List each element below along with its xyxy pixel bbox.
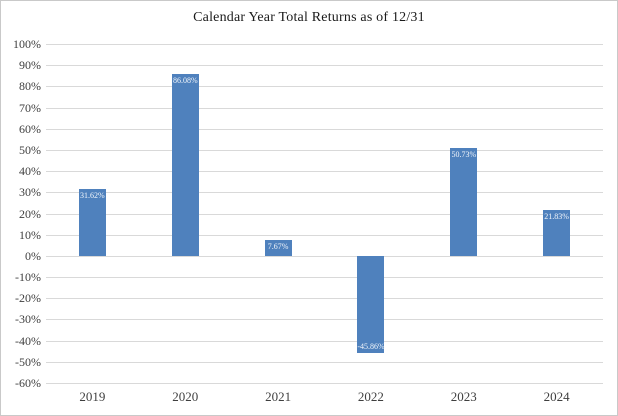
y-tick-label: -20% xyxy=(15,291,41,306)
bar-2021[interactable]: 7.67% xyxy=(264,239,292,256)
gridline xyxy=(46,255,603,257)
gridline xyxy=(46,361,603,363)
gridline xyxy=(46,44,603,45)
x-tick-label-2020: 2020 xyxy=(172,389,199,404)
bar-data-label: 50.73% xyxy=(451,150,477,160)
gridline xyxy=(46,192,603,194)
bar-2024[interactable]: 21.83% xyxy=(543,209,571,256)
y-tick-label: 40% xyxy=(19,164,41,179)
plot-area: 31.62% 86.08% 7.67% -45.86% 50.73% 21.83% xyxy=(46,44,603,384)
bar-2020[interactable]: 86.08% xyxy=(171,73,199,256)
y-tick-label: 0% xyxy=(25,248,41,263)
bar-2023[interactable]: 50.73% xyxy=(450,148,478,256)
y-tick-label: 60% xyxy=(19,121,41,136)
y-tick-label: 50% xyxy=(19,142,41,157)
gridline xyxy=(46,234,603,236)
y-tick-label: 20% xyxy=(19,206,41,221)
gridline xyxy=(46,213,603,215)
y-tick-label: 90% xyxy=(19,58,41,73)
bar-2022[interactable]: -45.86% xyxy=(357,255,385,354)
x-tick-label-2024: 2024 xyxy=(543,389,570,404)
y-tick-label: -60% xyxy=(15,376,41,390)
y-tick-label: -30% xyxy=(15,312,41,327)
gridline xyxy=(46,340,603,342)
x-tick-label-2022: 2022 xyxy=(357,389,384,404)
y-tick-label: 100% xyxy=(13,37,41,51)
bar-data-label: -45.86% xyxy=(357,342,385,352)
y-tick-label: 10% xyxy=(19,227,41,242)
y-tick-label: 30% xyxy=(19,185,41,200)
x-tick-label-2019: 2019 xyxy=(79,389,106,404)
chart-title: Calendar Year Total Returns as of 12/31 xyxy=(193,10,425,25)
y-tick-label: -50% xyxy=(15,354,41,369)
y-tick-label: -10% xyxy=(15,270,41,285)
gridline xyxy=(46,171,603,173)
gridline xyxy=(46,128,603,130)
y-tick-label: -40% xyxy=(15,333,41,348)
bar-data-label: 31.62% xyxy=(80,190,105,200)
gridline xyxy=(46,149,603,151)
bar-data-label: 7.67% xyxy=(267,241,289,251)
bar-data-label: 86.08% xyxy=(172,75,198,85)
gridline xyxy=(46,65,603,67)
bar-data-label: 21.83% xyxy=(544,211,569,221)
gridline xyxy=(46,107,603,109)
bar-2019[interactable]: 31.62% xyxy=(78,188,106,256)
gridline xyxy=(46,319,603,321)
gridline xyxy=(46,86,603,88)
x-tick-label-2023: 2023 xyxy=(450,389,477,404)
gridline xyxy=(46,277,603,279)
gridline xyxy=(46,298,603,300)
x-tick-label-2021: 2021 xyxy=(265,389,292,404)
gridline xyxy=(46,383,603,384)
y-tick-label: 80% xyxy=(19,79,41,94)
y-tick-label: 70% xyxy=(19,100,41,115)
